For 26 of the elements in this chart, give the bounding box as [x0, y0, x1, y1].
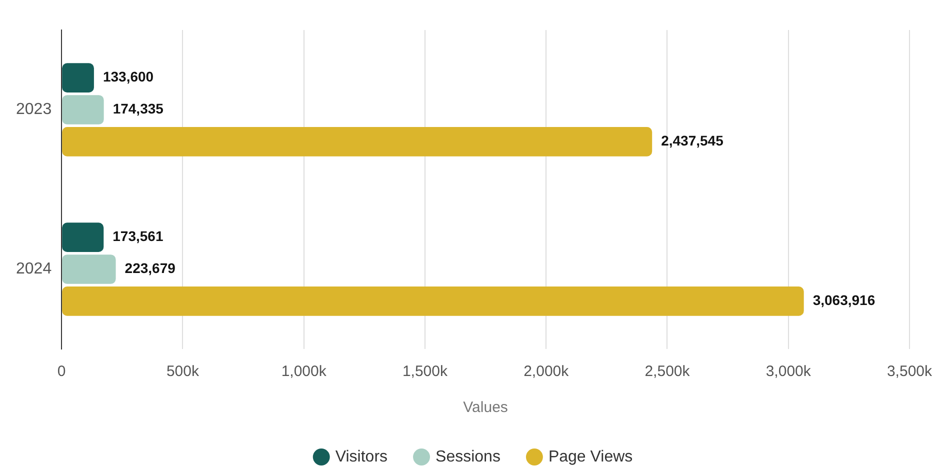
legend-label: Sessions [436, 448, 500, 466]
data-label: 133,600 [102, 68, 154, 85]
y-tick-label: 2024 [16, 260, 52, 278]
data-label: 2,437,545 [661, 132, 724, 149]
y-tick-label: 2023 [16, 101, 52, 118]
x-tick-label: 3,000k [766, 363, 812, 380]
legend-label: Visitors [335, 448, 388, 466]
x-tick-label: 500k [166, 363, 200, 380]
x-tick-label: 2,000k [524, 363, 570, 380]
data-label: 3,063,916 [812, 292, 876, 308]
x-tick-label: 1,500k [402, 363, 448, 380]
bar [62, 254, 116, 284]
data-label: 223,679 [124, 260, 176, 276]
data-label: 174,335 [112, 100, 164, 117]
bar [62, 63, 94, 93]
bar [62, 95, 104, 124]
legend-label: Page Views [548, 448, 633, 466]
x-axis-title: Values [463, 399, 508, 416]
x-tick-label: 0 [57, 363, 66, 380]
data-label: 173,561 [112, 228, 164, 244]
bar [62, 286, 804, 316]
x-tick-label: 3,500k [886, 363, 932, 380]
x-tick-label: 1,000k [281, 363, 327, 380]
bar [62, 126, 652, 156]
bar [62, 222, 104, 252]
x-tick-label: 2,500k [644, 363, 690, 380]
